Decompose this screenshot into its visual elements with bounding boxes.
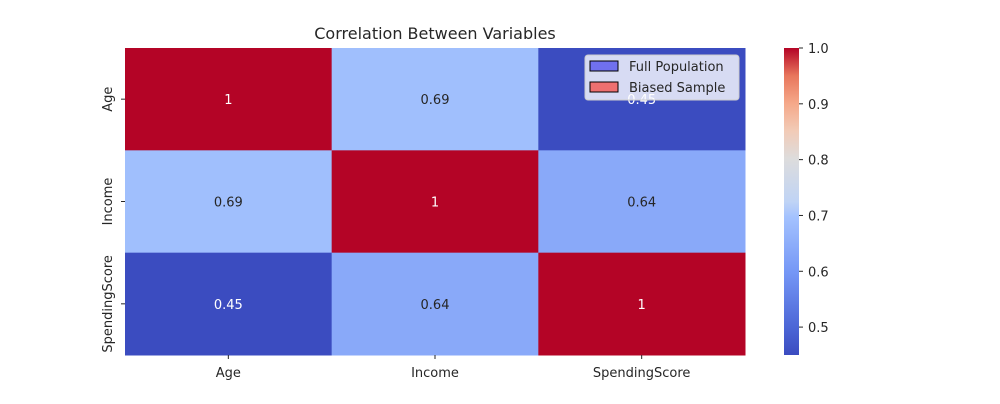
colorbar-tick-label-0-7: 0.7 — [808, 209, 829, 224]
x-tick-label-age: Age — [216, 366, 241, 381]
cell-label-spendingscore-income: 0.64 — [421, 298, 450, 313]
y-axis: Age Income SpendingScore — [101, 87, 125, 353]
colorbar-tick-label-1-0: 1.0 — [808, 42, 829, 57]
y-tick-label-income: Income — [101, 178, 116, 226]
heatmap-cell-income-age — [125, 150, 333, 254]
heatmap-cell-age-age — [125, 48, 333, 151]
colorbar: 0.5 0.6 0.7 0.8 0.9 1.0 — [784, 42, 829, 355]
colorbar-tick-label-0-5: 0.5 — [808, 321, 829, 336]
y-tick-label-spendingscore: SpendingScore — [101, 255, 116, 353]
legend-label-full-population: Full Population — [629, 60, 724, 75]
legend-swatch-full-population — [589, 60, 619, 72]
cell-label-age-age: 1 — [224, 93, 232, 108]
colorbar-tick-label-0-6: 0.6 — [808, 265, 829, 280]
heatmap-cell-age-income — [331, 48, 539, 151]
cell-label-income-spendingscore: 0.64 — [627, 196, 656, 211]
heatmap-cell-income-income — [331, 150, 539, 254]
chart-title: Correlation Between Variables — [314, 24, 556, 43]
y-tick-label-age: Age — [101, 87, 116, 112]
colorbar-tick-label-0-9: 0.9 — [808, 98, 829, 113]
cell-label-income-income: 1 — [431, 196, 439, 211]
x-tick-label-income: Income — [411, 366, 459, 381]
legend: Full Population Biased Sample — [584, 54, 740, 101]
x-axis: Age Income SpendingScore — [216, 355, 691, 381]
heatmap-cell-spendingscore-spendingscore — [538, 252, 746, 356]
heatmap-cell-spendingscore-income — [331, 252, 539, 356]
cell-label-income-age: 0.69 — [214, 196, 243, 211]
legend-frame — [584, 54, 740, 101]
legend-label-biased-sample: Biased Sample — [629, 81, 725, 96]
legend-swatch-biased-sample — [589, 81, 619, 93]
x-tick-label-spendingscore: SpendingScore — [593, 366, 691, 381]
colorbar-ticks: 0.5 0.6 0.7 0.8 0.9 1.0 — [799, 42, 829, 336]
heatmap-cell-income-spendingscore — [538, 150, 746, 254]
colorbar-tick-label-0-8: 0.8 — [808, 154, 829, 169]
heatmap-cell-spendingscore-age — [125, 252, 333, 356]
heatmap-cells — [125, 48, 746, 356]
cell-label-spendingscore-age: 0.45 — [214, 298, 243, 313]
colorbar-gradient — [784, 48, 799, 355]
cell-label-age-income: 0.69 — [421, 93, 450, 108]
cell-label-spendingscore-spendingscore: 1 — [638, 298, 646, 313]
